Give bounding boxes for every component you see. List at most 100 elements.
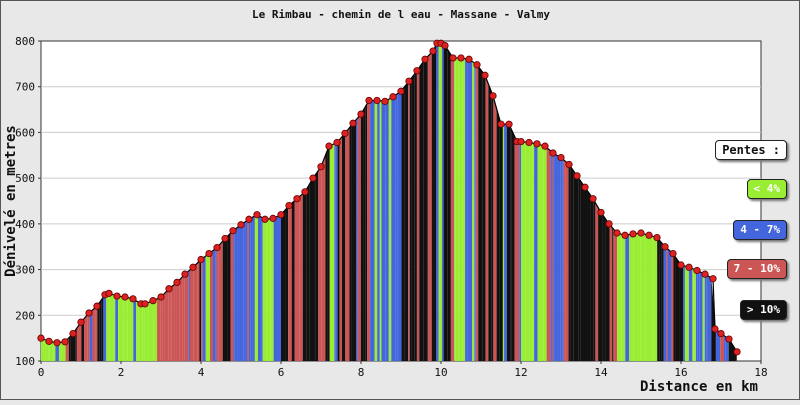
slope-strip [689, 267, 693, 361]
slope-strip [417, 67, 419, 361]
slope-strip [391, 95, 395, 361]
slope-strip [404, 82, 408, 361]
slope-strip [668, 249, 671, 361]
slope-strip [281, 210, 285, 361]
profile-point [606, 221, 612, 227]
slope-strip [144, 302, 148, 361]
slope-strip [676, 257, 679, 361]
slope-strip [44, 339, 46, 361]
profile-point [62, 339, 68, 345]
slope-strip [327, 146, 329, 361]
profile-point [182, 271, 188, 277]
slope-strip [97, 302, 99, 361]
profile-point [566, 161, 572, 167]
profile-point [506, 121, 512, 127]
slope-strip [246, 220, 247, 361]
slope-strip [708, 276, 712, 361]
slope-strip [584, 185, 588, 361]
slope-strip [533, 143, 534, 361]
slope-strip [567, 163, 569, 361]
legend-item: < 4% [747, 179, 788, 199]
profile-point [158, 294, 164, 300]
profile-point [86, 310, 92, 316]
profile-point [678, 262, 684, 268]
slope-strip [679, 262, 683, 361]
slope-strip [231, 230, 234, 361]
profile-point [638, 230, 644, 236]
profile-point [254, 212, 260, 218]
slope-strip [478, 66, 482, 361]
slope-strip [419, 61, 424, 361]
slope-strip [625, 235, 629, 361]
slope-strip [258, 215, 261, 361]
profile-point [278, 212, 284, 218]
slope-strip [183, 275, 185, 361]
profile-point [130, 296, 136, 302]
slope-strip [504, 124, 507, 361]
slope-strip [661, 242, 664, 361]
profile-point [238, 222, 244, 228]
profile-point [286, 202, 292, 208]
profile-point [406, 78, 412, 84]
profile-point [710, 276, 716, 282]
slope-strip [315, 171, 318, 361]
slope-strip [299, 194, 303, 361]
slope-strip [366, 103, 367, 361]
slope-strip [697, 271, 699, 361]
profile-point [614, 230, 620, 236]
profile-point [734, 349, 740, 355]
slope-strip [381, 101, 385, 361]
x-tick-label: 2 [118, 366, 125, 379]
slope-strip [706, 275, 707, 361]
profile-point [214, 244, 220, 250]
slope-strip [641, 233, 645, 361]
profile-point [222, 235, 228, 241]
slope-strip [219, 241, 223, 361]
slope-strip [411, 74, 414, 361]
profile-point [318, 164, 324, 170]
profile-point [466, 56, 472, 62]
profile-point [106, 290, 112, 296]
profile-point [198, 256, 204, 262]
x-tick-label: 6 [278, 366, 285, 379]
slope-strip [493, 97, 496, 361]
slope-strip [442, 44, 444, 361]
slope-strip [84, 314, 88, 361]
slope-strip [203, 256, 206, 361]
slope-strip [432, 45, 437, 361]
slope-strip [598, 207, 602, 361]
profile-point [54, 340, 60, 346]
slope-strip [521, 142, 525, 361]
slope-strip [720, 333, 724, 361]
slope-strip [389, 98, 391, 361]
slope-strip [106, 294, 109, 361]
slope-strip [234, 229, 235, 361]
profile-point [630, 231, 636, 237]
slope-strip [610, 224, 613, 361]
slope-strip [472, 62, 474, 361]
slope-strip [562, 159, 563, 361]
slope-strip [367, 100, 370, 361]
profile-point [142, 301, 148, 307]
slope-strip [510, 127, 512, 361]
slope-strip [314, 175, 315, 361]
slope-strip [157, 297, 160, 361]
slope-strip [142, 304, 144, 361]
slope-strip [525, 142, 529, 361]
slope-strip [370, 100, 374, 361]
slope-strip [375, 100, 378, 361]
slope-strip [488, 84, 491, 361]
slope-strip [138, 302, 142, 361]
profile-point [662, 244, 668, 250]
slope-strip [552, 152, 554, 361]
slope-strip [512, 130, 515, 361]
slope-strip [197, 261, 199, 361]
slope-strip [342, 133, 345, 361]
x-tick-label: 4 [198, 366, 205, 379]
profile-point [490, 93, 496, 99]
slope-strip [223, 239, 225, 361]
slope-strip [363, 106, 365, 361]
slope-strip [664, 245, 667, 361]
